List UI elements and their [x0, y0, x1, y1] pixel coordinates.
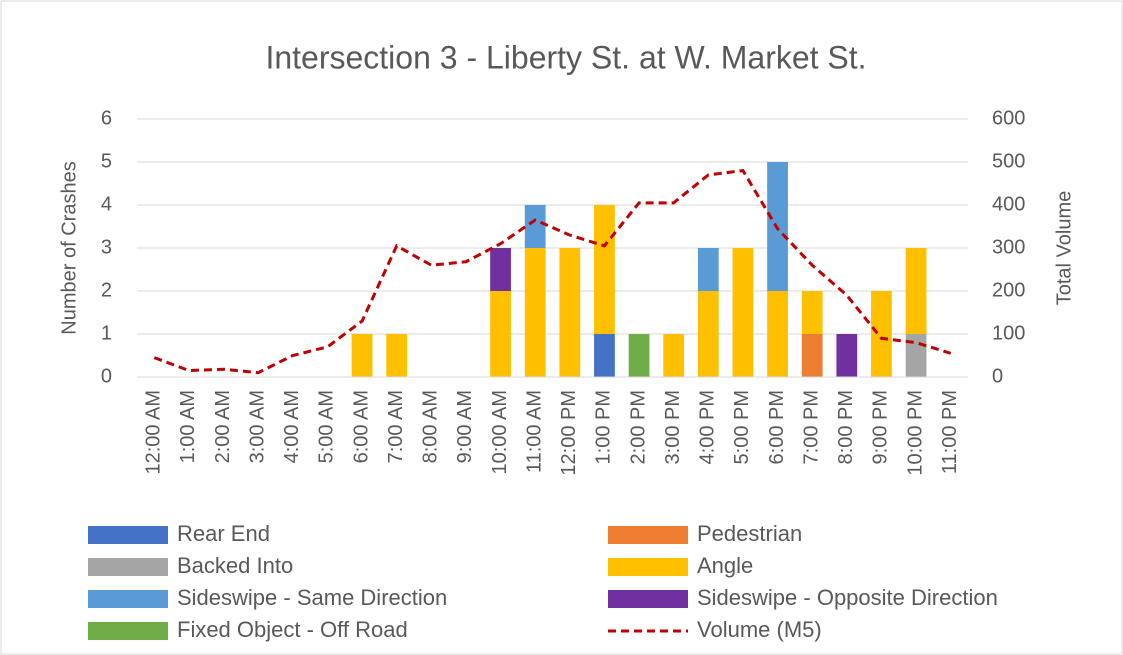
- bar-segment: [663, 334, 685, 377]
- bar-segment: [524, 248, 546, 377]
- bar-segment: [386, 334, 408, 377]
- x-tick-label: 12:00 PM: [558, 390, 580, 476]
- x-tick-label: 2:00 PM: [627, 390, 649, 464]
- x-tick-label: 9:00 PM: [870, 390, 892, 464]
- y-axis-title: Number of Crashes: [58, 161, 80, 334]
- x-tick-label: 11:00 AM: [523, 390, 545, 473]
- x-tick-label: 6:00 PM: [766, 390, 788, 464]
- x-tick-label: 8:00 AM: [420, 390, 442, 463]
- bar-segment: [351, 334, 373, 377]
- legend-label: Sideswipe - Same Direction: [177, 585, 447, 610]
- legend-label: Backed Into: [177, 553, 293, 578]
- legend-label: Sideswipe - Opposite Direction: [697, 585, 998, 610]
- legend-label: Angle: [697, 553, 753, 578]
- bar-segment: [732, 248, 754, 377]
- legend-swatch: [608, 590, 688, 608]
- y2-tick-label: 200: [992, 279, 1025, 301]
- x-tick-label: 2:00 AM: [212, 390, 234, 463]
- legend-swatch: [88, 622, 168, 640]
- bar-segment: [836, 334, 858, 377]
- y-tick-label: 2: [101, 279, 112, 301]
- legend-label: Volume (M5): [697, 617, 822, 642]
- y-tick-label: 0: [101, 365, 112, 387]
- chart-title: Intersection 3 - Liberty St. at W. Marke…: [265, 39, 866, 75]
- x-tick-label: 7:00 AM: [385, 390, 407, 463]
- bar-segment: [871, 291, 892, 377]
- bar-segment: [490, 291, 511, 377]
- y2-tick-label: 0: [992, 365, 1003, 387]
- y2-tick-label: 300: [992, 236, 1025, 258]
- x-tick-label: 4:00 AM: [281, 390, 303, 463]
- y2-tick-label: 400: [992, 193, 1025, 215]
- legend-swatch: [608, 558, 688, 576]
- x-tick-label: 10:00 AM: [489, 390, 511, 475]
- bar-segment: [628, 334, 650, 377]
- bar-segment: [767, 291, 788, 377]
- legend-swatch: [88, 526, 168, 544]
- x-tick-label: 10:00 PM: [904, 390, 926, 476]
- legend-label: Rear End: [177, 521, 270, 546]
- y2-tick-label: 100: [992, 322, 1025, 344]
- y2-axis-title: Total Volume: [1053, 191, 1075, 306]
- y-tick-label: 3: [101, 236, 112, 258]
- y2-tick-label: 600: [992, 107, 1025, 129]
- x-tick-label: 11:00 PM: [939, 390, 961, 474]
- bar-segment: [490, 248, 511, 291]
- bar-segment: [559, 248, 581, 377]
- y-tick-label: 5: [101, 150, 112, 172]
- legend-label: Fixed Object - Off Road: [177, 617, 408, 642]
- x-tick-label: 1:00 PM: [593, 390, 615, 464]
- legend-swatch: [608, 526, 688, 544]
- bar-segment: [801, 291, 823, 334]
- x-tick-label: 3:00 AM: [246, 390, 268, 463]
- x-tick-label: 4:00 PM: [697, 390, 719, 464]
- x-tick-label: 6:00 AM: [350, 390, 372, 463]
- bar-segment: [594, 205, 615, 334]
- y2-tick-label: 500: [992, 150, 1025, 172]
- legend-label: Pedestrian: [697, 521, 802, 546]
- x-tick-label: 12:00 AM: [143, 390, 165, 475]
- bar-segment: [697, 291, 719, 377]
- y-tick-label: 4: [101, 193, 112, 215]
- x-tick-label: 5:00 PM: [731, 390, 753, 464]
- bar-segment: [594, 334, 615, 377]
- x-tick-label: 1:00 AM: [177, 390, 199, 463]
- x-tick-label: 8:00 PM: [835, 390, 857, 464]
- bar-segment: [524, 205, 546, 248]
- legend-swatch: [88, 558, 168, 576]
- bar-segment: [697, 248, 719, 291]
- bar-segment: [905, 248, 927, 334]
- bar-segment: [801, 334, 823, 377]
- y-tick-label: 6: [101, 107, 112, 129]
- x-tick-label: 9:00 AM: [454, 390, 476, 463]
- x-tick-label: 5:00 AM: [316, 390, 338, 463]
- legend-swatch: [88, 590, 168, 608]
- volume-line: [153, 168, 952, 375]
- y-tick-label: 1: [101, 322, 112, 344]
- x-tick-label: 3:00 PM: [662, 390, 684, 464]
- x-tick-label: 7:00 PM: [800, 390, 822, 464]
